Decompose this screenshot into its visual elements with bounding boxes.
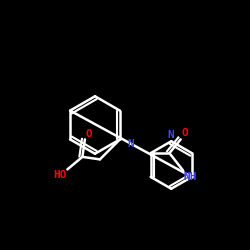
Text: N: N bbox=[184, 172, 190, 182]
Text: O: O bbox=[86, 129, 92, 138]
Text: O: O bbox=[182, 128, 189, 138]
Text: HO: HO bbox=[54, 170, 67, 180]
Text: N: N bbox=[128, 139, 134, 149]
Text: N: N bbox=[168, 130, 174, 140]
Text: NH: NH bbox=[184, 172, 197, 182]
